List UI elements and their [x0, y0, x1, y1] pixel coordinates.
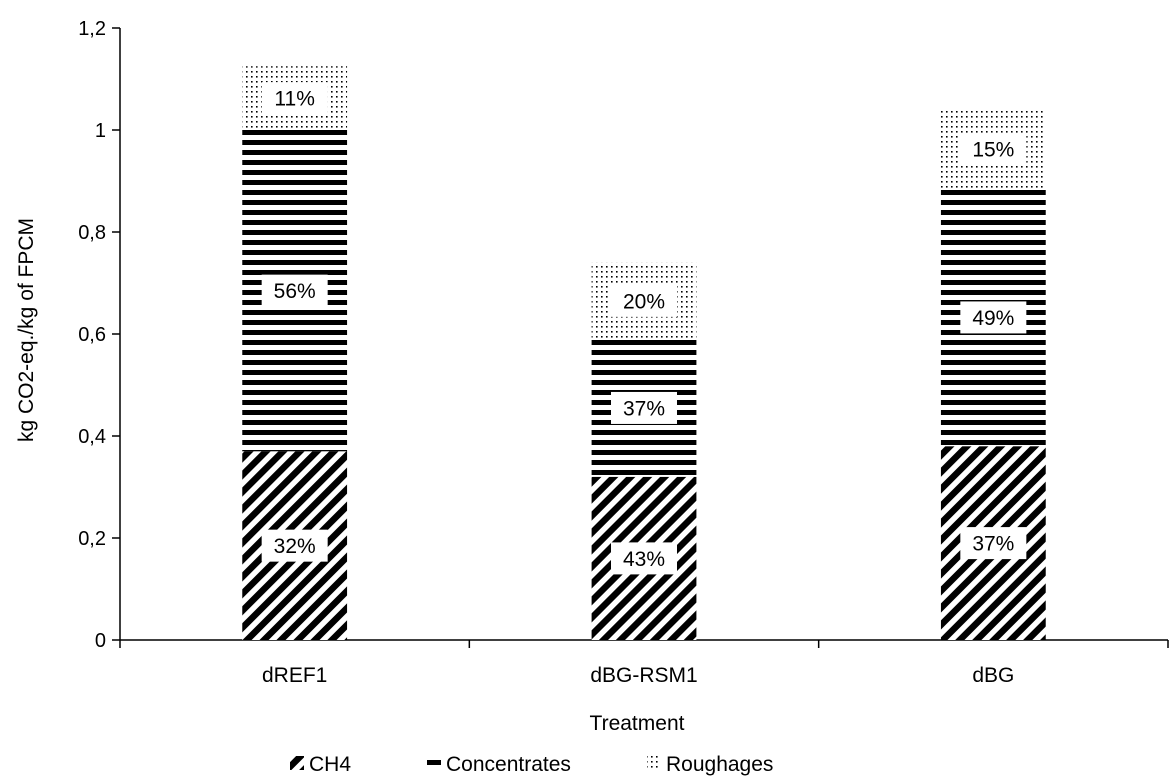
y-axis-title: kg CO2-eq./kg of FPCM	[15, 218, 38, 442]
data-label: 20%	[623, 290, 665, 313]
legend-item: Roughages	[647, 753, 773, 776]
legend-item: Concentrates	[427, 753, 571, 776]
x-tick-label: dBG	[972, 664, 1014, 687]
data-label-box	[261, 82, 328, 115]
y-tick-label: 0,2	[78, 528, 106, 550]
data-label-box	[960, 301, 1027, 334]
legend-swatch	[427, 756, 441, 770]
data-label: 37%	[972, 533, 1014, 556]
y-tick-label: 0,8	[78, 222, 106, 244]
legend-label: CH4	[309, 753, 351, 776]
legend: CH4 Concentrates Roughages	[290, 753, 773, 776]
data-label: 32%	[274, 535, 316, 558]
legend-label: Concentrates	[446, 753, 571, 776]
bars: 32% 56% 11% 43% 37% 20% 37% 49% 15%	[242, 66, 1046, 640]
data-label: 11%	[274, 88, 314, 111]
bar-stack: 37% 49% 15%	[940, 109, 1046, 640]
legend-item: CH4	[290, 753, 351, 776]
x-axis: dREF1 dBG-RSM1 dBG	[119, 639, 1169, 687]
data-label: 56%	[274, 280, 316, 303]
legend-swatch	[647, 756, 661, 770]
y-tick-label: 1,2	[78, 18, 106, 40]
data-label-box	[960, 133, 1027, 166]
y-tick-label: 0	[95, 630, 106, 652]
data-label-box	[611, 284, 677, 317]
data-label-box	[960, 527, 1027, 560]
legend-label: Roughages	[666, 753, 773, 776]
data-label: 49%	[972, 307, 1014, 330]
data-label-box	[261, 274, 328, 307]
data-label-box	[261, 529, 328, 562]
y-tick-label: 0,6	[78, 324, 106, 346]
x-tick-label: dBG-RSM1	[590, 664, 697, 687]
data-label-box	[611, 542, 677, 575]
y-tick-label: 1	[95, 120, 106, 142]
y-tick-label: 0,4	[78, 426, 106, 448]
data-label: 15%	[972, 139, 1014, 162]
data-label: 43%	[623, 548, 665, 571]
y-axis: 0 0,2 0,4 0,6 0,8 1 1,2	[78, 18, 121, 652]
data-label-box	[611, 391, 677, 424]
x-tick-label: dREF1	[262, 664, 327, 687]
legend-swatch	[290, 756, 304, 770]
data-label: 37%	[623, 397, 665, 420]
x-axis-title: Treatment	[590, 712, 685, 735]
bar-stack: 32% 56% 11%	[242, 66, 348, 640]
bar-stack: 43% 37% 20%	[591, 262, 697, 640]
